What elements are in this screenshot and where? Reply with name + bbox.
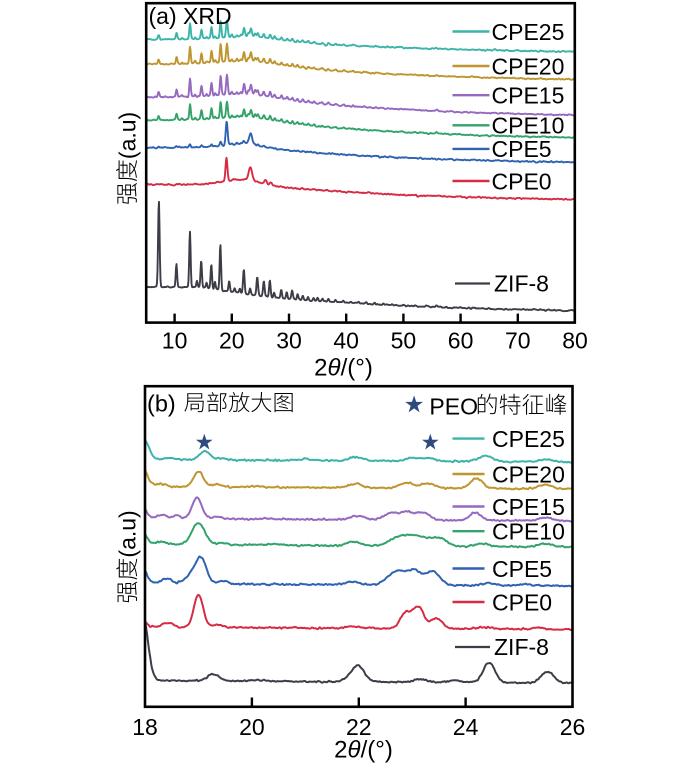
svg-text:(a.u): (a.u) xyxy=(115,510,141,557)
svg-text:CPE15: CPE15 xyxy=(492,83,565,109)
svg-text:18: 18 xyxy=(132,714,158,740)
svg-text:(a.u): (a.u) xyxy=(114,112,140,159)
svg-text:CPE0: CPE0 xyxy=(492,168,552,194)
svg-text:CPE15: CPE15 xyxy=(492,494,565,520)
svg-text:80: 80 xyxy=(562,328,588,354)
svg-text:24: 24 xyxy=(453,714,479,740)
svg-text:ZIF-8: ZIF-8 xyxy=(494,271,549,297)
svg-text:CPE25: CPE25 xyxy=(492,19,565,45)
svg-text:70: 70 xyxy=(505,328,531,354)
svg-text:CPE20: CPE20 xyxy=(492,461,565,487)
svg-text:CPE25: CPE25 xyxy=(492,426,565,452)
svg-text:22: 22 xyxy=(346,714,372,740)
svg-text:CPE0: CPE0 xyxy=(492,589,552,615)
svg-text:ZIF-8: ZIF-8 xyxy=(494,634,549,660)
svg-text:CPE10: CPE10 xyxy=(492,113,565,139)
svg-text:30: 30 xyxy=(276,328,302,354)
svg-text:PEO: PEO xyxy=(429,393,478,419)
svg-text:20: 20 xyxy=(219,328,245,354)
svg-text:40: 40 xyxy=(333,328,359,354)
svg-text:CPE20: CPE20 xyxy=(492,53,565,79)
svg-text:60: 60 xyxy=(448,328,474,354)
svg-text:2θ/(°): 2θ/(°) xyxy=(334,737,393,764)
svg-text:20: 20 xyxy=(239,714,265,740)
svg-text:10: 10 xyxy=(162,328,188,354)
svg-text:2θ/(°): 2θ/(°) xyxy=(314,355,373,382)
svg-text:26: 26 xyxy=(560,714,586,740)
svg-text:50: 50 xyxy=(391,328,417,354)
svg-text:(a) XRD: (a) XRD xyxy=(149,3,232,29)
svg-text:CPE5: CPE5 xyxy=(492,556,552,582)
svg-text:CPE10: CPE10 xyxy=(492,519,565,545)
svg-text:(b): (b) xyxy=(147,391,176,417)
svg-text:CPE5: CPE5 xyxy=(492,136,552,162)
